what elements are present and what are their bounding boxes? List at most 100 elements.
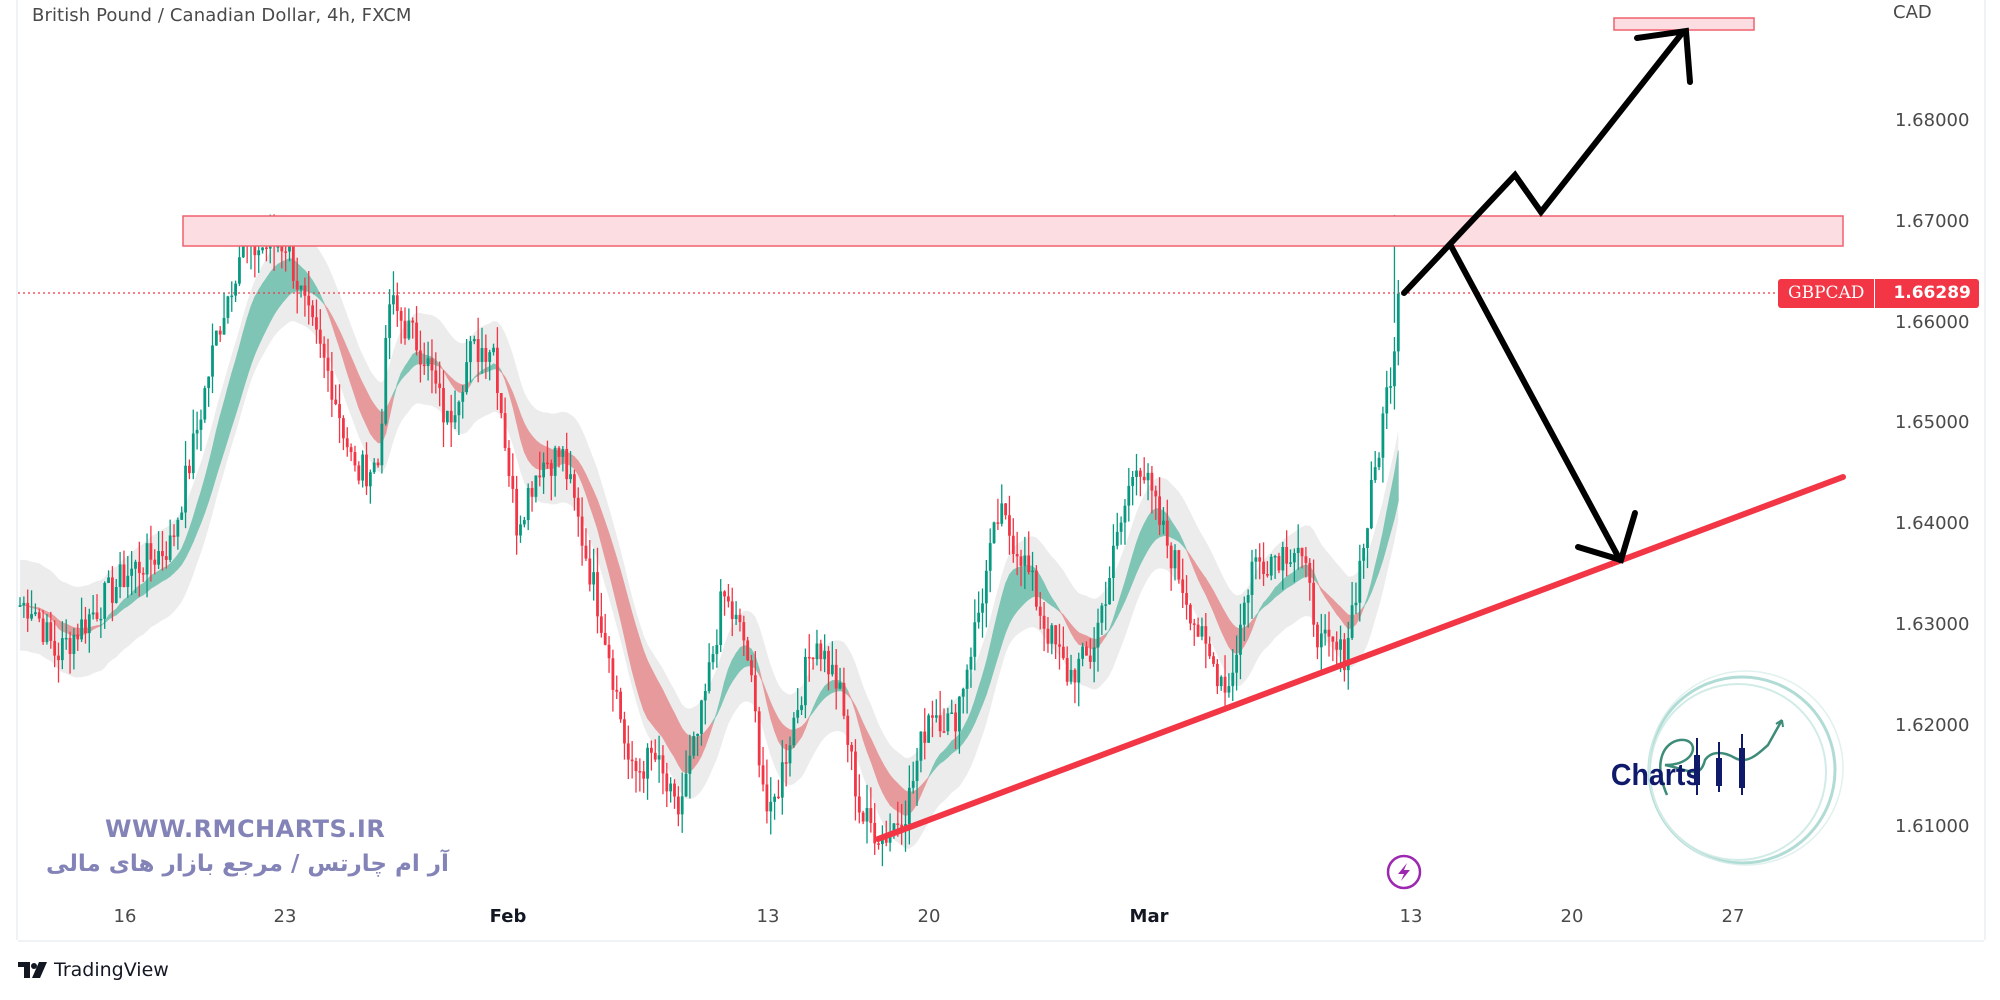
candle: [349, 443, 353, 462]
candle: [549, 459, 553, 501]
candle: [191, 409, 195, 480]
candle: [580, 497, 584, 566]
candle: [1154, 485, 1158, 520]
candle: [345, 427, 349, 457]
price-tick: 1.62000: [1895, 715, 1970, 736]
time-tick: 20: [917, 906, 941, 927]
candle: [207, 376, 211, 407]
candle: [188, 459, 191, 480]
candle: [449, 394, 453, 448]
candle: [626, 725, 630, 780]
candle: [1104, 581, 1108, 631]
lightning-event-icon[interactable]: [1386, 854, 1422, 890]
candle: [615, 675, 619, 700]
candle: [684, 750, 688, 798]
candle: [403, 307, 407, 345]
bullish-path-arrow[interactable]: [1401, 29, 1686, 296]
candle: [80, 597, 83, 643]
candle: [573, 469, 576, 511]
candle: [453, 390, 457, 430]
candle: [938, 690, 942, 738]
candle: [1077, 652, 1081, 707]
candle: [457, 400, 461, 436]
candle: [199, 409, 203, 452]
candle: [392, 271, 395, 315]
candle: [211, 323, 214, 394]
candle: [461, 385, 465, 419]
watermark-url: WWW.RMCHARTS.IR: [105, 815, 386, 843]
candle: [915, 747, 919, 806]
candle: [60, 621, 64, 670]
candle: [765, 759, 769, 824]
candle: [1196, 617, 1200, 638]
candle: [1308, 558, 1312, 601]
candle: [365, 442, 368, 495]
target-zone[interactable]: [1613, 17, 1755, 31]
resistance-zone[interactable]: [182, 215, 1844, 247]
candle: [1092, 627, 1096, 683]
candle: [834, 648, 838, 710]
candle: [442, 370, 445, 448]
candle: [1000, 484, 1004, 527]
tradingview-logo[interactable]: TradingView: [18, 959, 169, 981]
candle: [1373, 451, 1377, 483]
candle: [34, 603, 37, 617]
candle: [384, 325, 388, 426]
candle: [1285, 530, 1289, 577]
candle: [599, 592, 603, 638]
candle: [1327, 611, 1331, 657]
time-tick: 20: [1560, 906, 1584, 927]
candle: [931, 700, 934, 738]
candle: [1112, 524, 1115, 601]
candle: [881, 825, 884, 867]
candle: [445, 410, 449, 425]
candle: [388, 289, 391, 360]
candle: [719, 579, 723, 653]
candle: [87, 608, 91, 653]
candle: [172, 524, 176, 547]
candle: [353, 445, 357, 472]
candle: [784, 744, 788, 787]
candle: [1335, 631, 1339, 670]
candle: [1350, 582, 1354, 641]
candle: [422, 342, 426, 375]
candle: [611, 649, 615, 712]
candle: [565, 432, 569, 490]
candle: [407, 308, 411, 341]
candle: [1061, 626, 1065, 660]
ascending-trendline[interactable]: [875, 474, 1846, 842]
candle: [750, 654, 753, 683]
symbol-title[interactable]: British Pound / Canadian Dollar, 4h, FXC…: [32, 5, 412, 26]
candle: [1031, 551, 1034, 591]
candle: [41, 610, 45, 645]
candle: [1389, 367, 1392, 404]
candle: [850, 741, 853, 771]
last-price-symbol: GBPCAD: [1778, 279, 1876, 308]
candle: [1162, 507, 1165, 535]
watermark-tagline: آر ام چارتس / مرجع بازار های مالی: [46, 851, 449, 877]
price-tick: 1.66000: [1895, 312, 1970, 333]
bearish-path-arrow[interactable]: [1448, 243, 1623, 563]
candle: [1085, 641, 1088, 656]
last-price-badge: GBPCAD 1.66289: [1778, 279, 1979, 308]
candle: [318, 309, 322, 358]
candle: [1046, 617, 1050, 653]
candle: [411, 317, 415, 339]
candle: [22, 596, 26, 618]
candle: [1269, 553, 1273, 581]
candle: [1385, 370, 1389, 430]
candle: [680, 772, 684, 833]
candle: [1204, 612, 1208, 669]
candle: [361, 450, 365, 488]
candle: [1050, 623, 1054, 655]
candle: [619, 687, 622, 723]
candle: [723, 590, 726, 616]
candle: [472, 335, 476, 345]
candle: [1027, 531, 1031, 575]
price-tick: 1.68000: [1895, 110, 1970, 131]
candle: [284, 243, 288, 272]
candle: [650, 740, 653, 771]
candle: [927, 713, 930, 743]
candle: [1119, 516, 1123, 545]
